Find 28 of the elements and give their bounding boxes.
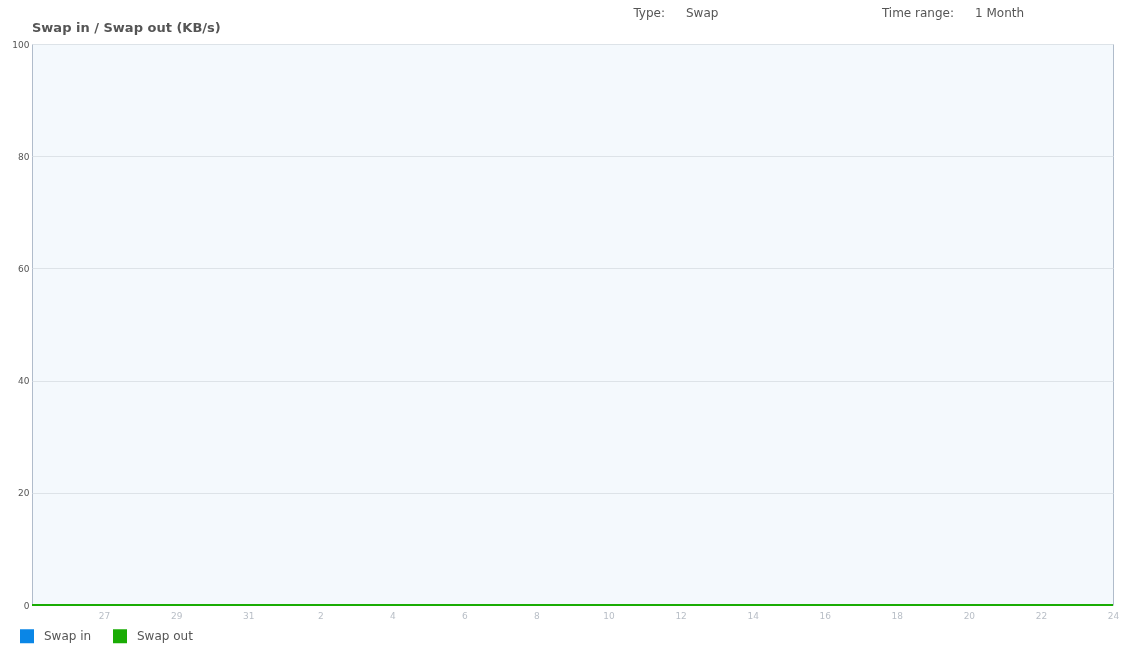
text: Time range: — [880, 6, 954, 20]
chart-title: Swap in / Swap out (KB/s) — [32, 20, 221, 35]
x-tick-label: 18 — [891, 610, 904, 621]
x-tick-label: 27 — [98, 610, 111, 621]
y-tick-label: 20 — [18, 488, 30, 499]
y-tick-label: 60 — [18, 263, 30, 274]
text: 1 Month — [975, 6, 1025, 20]
y-tick-label: 40 — [18, 376, 30, 387]
text: Type: — [632, 6, 665, 20]
legend-label: Swap in — [44, 629, 92, 644]
x-tick-label: 10 — [603, 610, 616, 621]
y-tick-label: 0 — [23, 600, 30, 611]
x-tick-label: 6 — [462, 610, 469, 621]
x-tick-label: 12 — [675, 610, 687, 621]
x-tick-label: 14 — [747, 610, 760, 621]
x-tick-label: 16 — [819, 610, 832, 621]
x-tick-label: 8 — [534, 610, 541, 621]
x-tick-label: 22 — [1035, 610, 1048, 621]
legend-label: Swap out — [137, 629, 194, 644]
x-tick-label: 31 — [242, 610, 255, 621]
x-tick-label: 4 — [389, 610, 396, 621]
y-tick-label: 100 — [12, 39, 30, 50]
text: Swap — [686, 6, 719, 20]
x-tick-label: 2 — [317, 610, 324, 621]
y-tick-label: 80 — [18, 151, 30, 162]
x-tick-label: 29 — [170, 610, 183, 621]
x-tick-label: 24 — [1107, 610, 1120, 621]
x-tick-label: 20 — [963, 610, 976, 621]
